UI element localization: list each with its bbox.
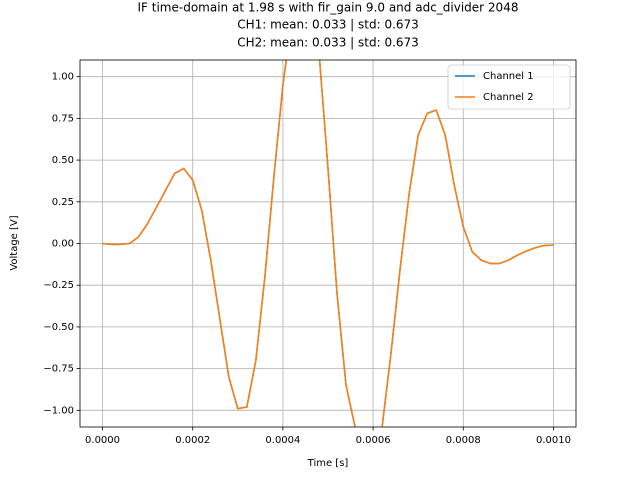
series-line [102,60,554,427]
y-tick-label: −0.25 [43,280,74,291]
y-tick-label: 0.00 [52,239,74,250]
x-tick-label: 0.0002 [175,435,210,446]
x-axis-label: Time [s] [307,458,349,469]
legend-box [447,64,571,110]
legend-label: Channel 2 [483,92,534,103]
x-tick-label: 0.0000 [85,435,120,446]
y-tick-label: 0.75 [52,113,74,124]
chart-subtitle: CH1: mean: 0.033 | std: 0.673 [237,18,419,32]
plot-frame [79,59,577,428]
chart-subtitle: CH2: mean: 0.033 | std: 0.673 [237,36,419,50]
y-tick-label: −0.75 [43,364,74,375]
x-tick-label: 0.0008 [446,435,481,446]
chart-title: IF time-domain at 1.98 s with fir_gain 9… [138,1,519,15]
x-tick-label: 0.0006 [356,435,391,446]
y-tick-label: 0.50 [52,155,74,166]
y-tick-label: 1.00 [52,72,74,83]
x-tick-label: 0.0010 [536,435,571,446]
legend-label: Channel 1 [483,71,534,82]
x-tick-label: 0.0004 [265,435,300,446]
y-axis-label: Voltage [V] [9,215,20,270]
y-tick-label: 0.25 [52,197,74,208]
y-tick-label: −1.00 [43,405,74,416]
y-tick-label: −0.50 [43,322,74,333]
